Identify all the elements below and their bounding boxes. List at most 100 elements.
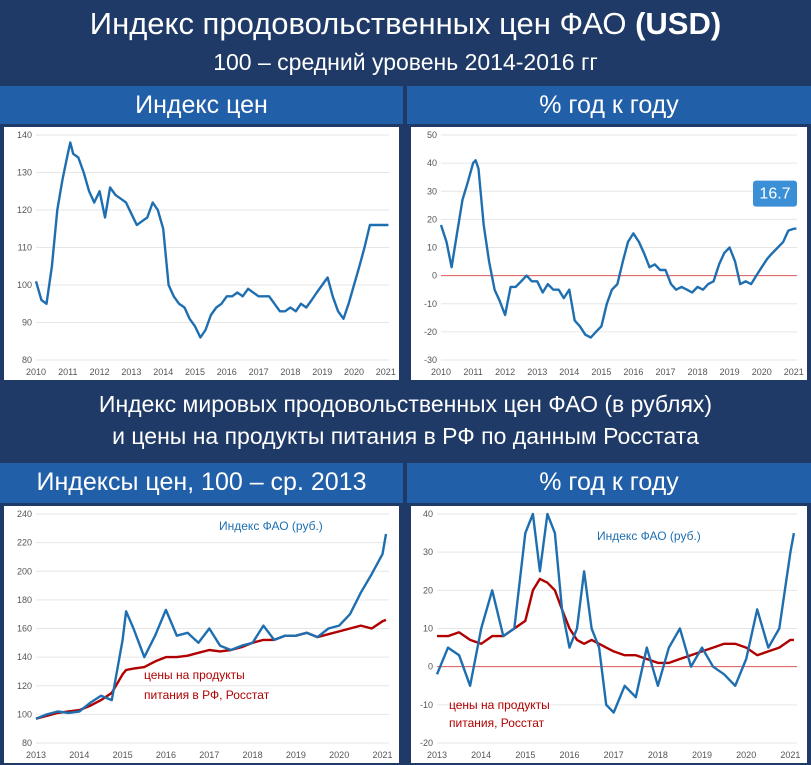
y-tick-label: 130 — [17, 168, 32, 178]
x-tick-label: 2014 — [153, 367, 173, 377]
page-title-bold: (USD) — [635, 6, 722, 41]
last-value-text: 16.7 — [759, 186, 790, 203]
middle-line-2: и цены на продукты питания в РФ по данны… — [112, 423, 699, 449]
annotation-label: Индекс ФАО (руб.) — [597, 529, 701, 543]
y-tick-label: -20 — [420, 738, 433, 748]
chart-rub-yoy: -20 -10 0 10 20 30 40 2013 2014 2015 2016 2017 2018 2… — [420, 509, 800, 760]
x-tick-label: 2013 — [427, 750, 447, 760]
bottom-left-label: Индексы цен, 100 – ср. 2013 — [0, 463, 403, 503]
y-tick-label: 180 — [17, 595, 32, 605]
x-tick-label: 2020 — [329, 750, 349, 760]
page-title-main: Индекс продовольственных цен ФАО — [89, 6, 636, 41]
y-tick-label: 50 — [427, 130, 437, 140]
middle-line-1: Индекс мировых продовольственных цен ФАО… — [98, 391, 713, 417]
x-tick-label: 2020 — [736, 750, 756, 760]
page-title: Индекс продовольственных цен ФАО (USD) — [0, 2, 811, 46]
x-tick-label: 2015 — [591, 367, 611, 377]
x-tick-label: 2015 — [185, 367, 205, 377]
annotation-label: питания в РФ, Росстат — [144, 688, 270, 702]
chart-yoy-usd: -30 -20 -10 0 10 20 30 40 50 2010 2011 2012 2013 2014… — [424, 130, 804, 377]
x-tick-label: 2017 — [604, 750, 624, 760]
x-tick-label: 2015 — [113, 750, 133, 760]
x-tick-label: 2018 — [688, 367, 708, 377]
chart-price-index-usd: 80 90 100 110 120 130 140 2010 2011 2012 2013 2014 2… — [17, 130, 396, 377]
y-tick-label: 10 — [423, 624, 433, 634]
y-tick-label: 240 — [17, 509, 32, 519]
x-tick-label: 2019 — [720, 367, 740, 377]
x-tick-label: 2018 — [243, 750, 263, 760]
y-tick-label: 120 — [17, 205, 32, 215]
y-tick-label: -20 — [424, 327, 437, 337]
x-tick-label: 2017 — [199, 750, 219, 760]
x-tick-label: 2010 — [26, 367, 46, 377]
y-tick-label: 30 — [427, 186, 437, 196]
x-tick-label: 2013 — [527, 367, 547, 377]
series-line-fao — [439, 159, 797, 339]
annotation-label: питания, Росстат — [449, 716, 545, 730]
y-tick-label: 20 — [423, 585, 433, 595]
x-tick-label: 2021 — [372, 750, 392, 760]
x-tick-label: 2016 — [217, 367, 237, 377]
x-tick-label: 2014 — [69, 750, 89, 760]
x-tick-label: 2010 — [431, 367, 451, 377]
x-tick-label: 2017 — [249, 367, 269, 377]
top-left-label: Индекс цен — [0, 86, 403, 124]
x-tick-label: 2013 — [121, 367, 141, 377]
series-line-rosstat — [437, 577, 794, 665]
x-tick-label: 2020 — [344, 367, 364, 377]
x-tick-label: 2011 — [58, 367, 77, 377]
y-tick-label: 220 — [17, 538, 32, 548]
y-tick-label: 200 — [17, 566, 32, 576]
top-right-label: % год к году — [407, 86, 811, 124]
x-tick-label: 2021 — [780, 750, 800, 760]
x-tick-label: 2014 — [559, 367, 579, 377]
x-tick-label: 2015 — [515, 750, 535, 760]
y-tick-label: 30 — [423, 547, 433, 557]
panel-top-right: -30 -20 -10 0 10 20 30 40 50 2010 2011 2012 2013 2014… — [411, 127, 807, 380]
x-tick-label: 2012 — [495, 367, 515, 377]
y-tick-label: -30 — [424, 355, 437, 365]
x-tick-label: 2016 — [156, 750, 176, 760]
x-tick-label: 2013 — [26, 750, 46, 760]
x-tick-label: 2016 — [559, 750, 579, 760]
x-tick-label: 2019 — [286, 750, 306, 760]
x-tick-label: 2012 — [90, 367, 110, 377]
y-tick-label: 80 — [22, 355, 32, 365]
x-tick-label: 2021 — [376, 367, 396, 377]
panel-bottom-right: -20 -10 0 10 20 30 40 2013 2014 2015 2016 2017 2018 2… — [411, 506, 807, 763]
y-tick-label: 20 — [427, 214, 437, 224]
x-tick-label: 2020 — [752, 367, 772, 377]
header-band: Индекс продовольственных цен ФАО (USD) 1… — [0, 0, 811, 84]
x-tick-label: 2019 — [312, 367, 332, 377]
y-tick-label: 100 — [17, 709, 32, 719]
y-tick-label: 120 — [17, 681, 32, 691]
panel-top-left: 80 90 100 110 120 130 140 2010 2011 2012 2013 2014 2… — [4, 127, 399, 380]
x-tick-label: 2018 — [280, 367, 300, 377]
x-tick-label: 2016 — [623, 367, 643, 377]
series-line-fao — [435, 512, 796, 714]
y-tick-label: 140 — [17, 130, 32, 140]
x-tick-label: 2011 — [463, 367, 482, 377]
y-tick-label: 10 — [427, 243, 437, 253]
x-tick-label: 2018 — [648, 750, 668, 760]
page-subtitle: 100 – средний уровень 2014-2016 гг — [213, 49, 598, 75]
y-tick-label: 110 — [18, 243, 32, 253]
y-tick-label: 160 — [17, 624, 32, 634]
annotation-label: цены на продукты — [144, 668, 245, 682]
last-value-label: 16.7 — [753, 180, 797, 207]
series-line-fao — [35, 533, 388, 720]
annotation-label: Индекс ФАО (руб.) — [219, 519, 323, 533]
y-tick-label: 90 — [22, 318, 32, 328]
x-tick-label: 2014 — [471, 750, 491, 760]
x-tick-label: 2019 — [692, 750, 712, 760]
x-tick-label: 2021 — [784, 367, 804, 377]
series-line-fao — [34, 141, 389, 339]
y-tick-label: 140 — [17, 652, 32, 662]
y-tick-label: 40 — [427, 158, 437, 168]
bottom-right-label: % год к году — [407, 463, 811, 503]
y-tick-label: 100 — [17, 280, 32, 290]
annotation-label: цены на продукты — [449, 698, 550, 712]
y-tick-label: -10 — [424, 299, 437, 309]
x-tick-label: 2017 — [655, 367, 675, 377]
y-tick-label: 0 — [428, 662, 433, 672]
